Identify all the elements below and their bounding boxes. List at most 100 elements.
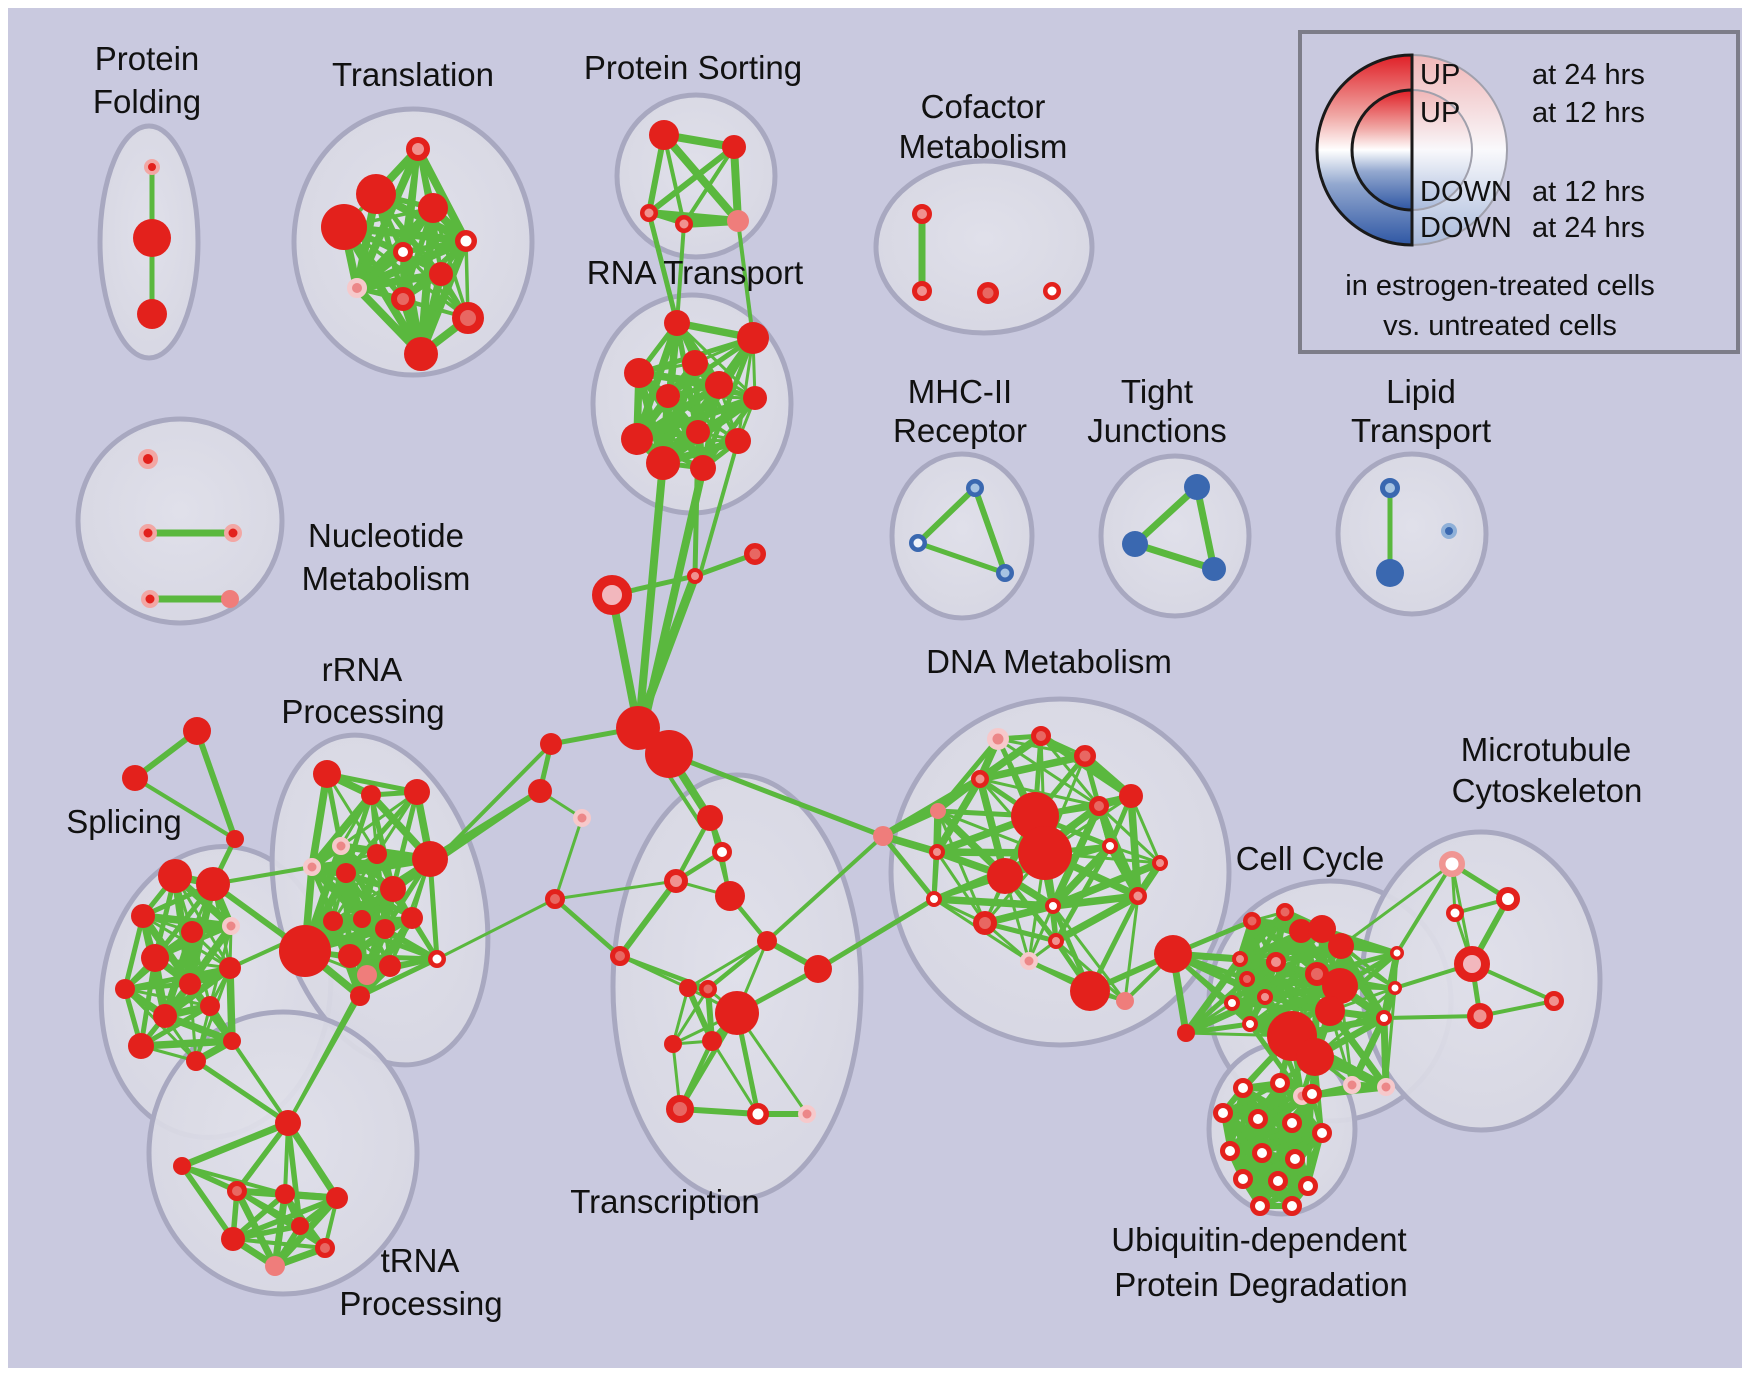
gene-node-s: [757, 931, 777, 951]
interaction-edge: [284, 1119, 341, 1202]
interaction-edge: [880, 833, 937, 902]
gene-node-rw: [1102, 838, 1118, 854]
interaction-edge: [1108, 844, 1162, 865]
gene-node-s: [321, 204, 367, 250]
interaction-edge: [365, 916, 414, 977]
cluster-ellipse-trna-processing: [146, 1009, 420, 1297]
gene-node-s: [725, 428, 751, 454]
gene-node-s: [1328, 933, 1354, 959]
gene-node-s: [350, 986, 370, 1006]
gene-node-s: [275, 1110, 301, 1136]
interaction-edge: [339, 790, 419, 848]
interaction-edge: [137, 1037, 236, 1050]
interaction-edge: [976, 752, 1089, 783]
interaction-edge: [635, 459, 667, 730]
interaction-edge: [435, 897, 557, 961]
gene-node-rm: [744, 543, 766, 565]
gene-node-s: [1308, 915, 1336, 943]
gene-node-bd: [1441, 523, 1457, 539]
cluster-label-lipid-transport: Transport: [1351, 412, 1491, 449]
gene-node-rm: [1305, 962, 1329, 986]
gene-node-rp: [406, 137, 430, 161]
gene-node-rm: [666, 1095, 694, 1123]
interaction-edge: [608, 591, 642, 732]
cluster-label-protein-sorting: Protein Sorting: [584, 49, 802, 86]
interaction-edge: [1054, 939, 1127, 1003]
interaction-edge: [552, 896, 623, 959]
interaction-edge: [675, 222, 686, 325]
gene-node-bl: [996, 564, 1014, 582]
gene-node-s: [219, 957, 241, 979]
gene-node-sp: [357, 965, 377, 985]
gene-node-s: [137, 299, 167, 329]
gene-node-s: [404, 337, 438, 371]
gene-node-pp: [332, 837, 350, 855]
gene-node-s: [697, 805, 723, 831]
gene-node-rw: [1252, 1143, 1272, 1163]
interaction-edge: [1049, 842, 1114, 910]
gene-node-rw: [1045, 898, 1061, 914]
interaction-edge: [180, 1164, 287, 1196]
gene-node-s: [131, 904, 155, 928]
gene-node-rp: [1232, 951, 1248, 967]
gene-node-s: [1154, 935, 1192, 973]
gene-node-pr: [144, 159, 160, 175]
gene-node-s: [379, 955, 401, 977]
gene-node-rw: [926, 891, 942, 907]
cluster-label-rna-transport: RNA Transport: [587, 254, 803, 291]
interaction-edge: [617, 878, 679, 959]
cluster-label-cofactor-metabolism: Metabolism: [899, 128, 1068, 165]
gene-node-pr: [138, 449, 158, 469]
interaction-edge: [972, 485, 1008, 576]
gene-node-sp: [1116, 992, 1134, 1010]
interaction-edge: [340, 223, 425, 358]
interaction-edge: [1027, 904, 1055, 963]
interaction-edge: [935, 850, 987, 925]
gene-node-rp: [1257, 989, 1273, 1005]
interaction-edge: [736, 336, 755, 443]
gene-node-s: [621, 423, 653, 455]
gene-node-s: [656, 384, 680, 408]
cluster-label-cell-cycle: Cell Cycle: [1236, 840, 1385, 877]
interaction-edge: [815, 896, 937, 972]
legend-direction-label: DOWN: [1420, 212, 1512, 244]
legend: UP at 24 hrs UP at 12 hrs DOWN at 12 hrs DOWN a…: [1298, 30, 1740, 354]
cluster-label-tight-junctions: Tight: [1121, 373, 1193, 410]
interaction-edge: [193, 1058, 291, 1126]
interaction-edge: [308, 770, 331, 871]
gene-node-s: [645, 730, 693, 778]
interaction-edge: [933, 775, 984, 856]
cluster-label-dna-metabolism: DNA Metabolism: [926, 643, 1172, 680]
interaction-edge: [353, 237, 470, 292]
gene-node-s: [275, 1184, 295, 1204]
gene-node-s: [181, 921, 203, 943]
interaction-edge: [1106, 842, 1142, 900]
gene-node-s: [715, 881, 745, 911]
gene-node-rp: [971, 770, 989, 788]
gene-node-s: [200, 996, 220, 1016]
gene-node-rm: [315, 1238, 335, 1258]
gene-node-s: [336, 863, 356, 883]
gene-node-s: [737, 322, 769, 354]
cluster-ellipse-microtubule-cytoskeleton: [1359, 829, 1603, 1133]
interaction-edge: [554, 816, 584, 899]
gene-node-rw: [455, 230, 477, 252]
interaction-edge: [646, 210, 680, 326]
interaction-edge: [705, 938, 770, 992]
gene-node-s: [686, 420, 710, 444]
interaction-edge: [138, 1003, 213, 1049]
interaction-edge: [122, 913, 146, 992]
interaction-edge: [1052, 892, 1142, 945]
interaction-edge: [230, 1195, 340, 1242]
gene-node-s: [380, 876, 406, 902]
gene-node-rw: [1388, 981, 1402, 995]
gene-node-s: [338, 944, 362, 968]
gene-node-pp: [1343, 1076, 1361, 1094]
gene-node-rw: [1282, 1196, 1302, 1216]
gene-node-s: [705, 371, 733, 399]
gene-node-s: [141, 944, 169, 972]
interaction-edge: [1247, 1021, 1305, 1099]
gene-node-s: [722, 135, 746, 159]
interaction-edge: [730, 143, 742, 225]
cluster-ellipse-cofactor-metabolism: [873, 158, 1095, 336]
